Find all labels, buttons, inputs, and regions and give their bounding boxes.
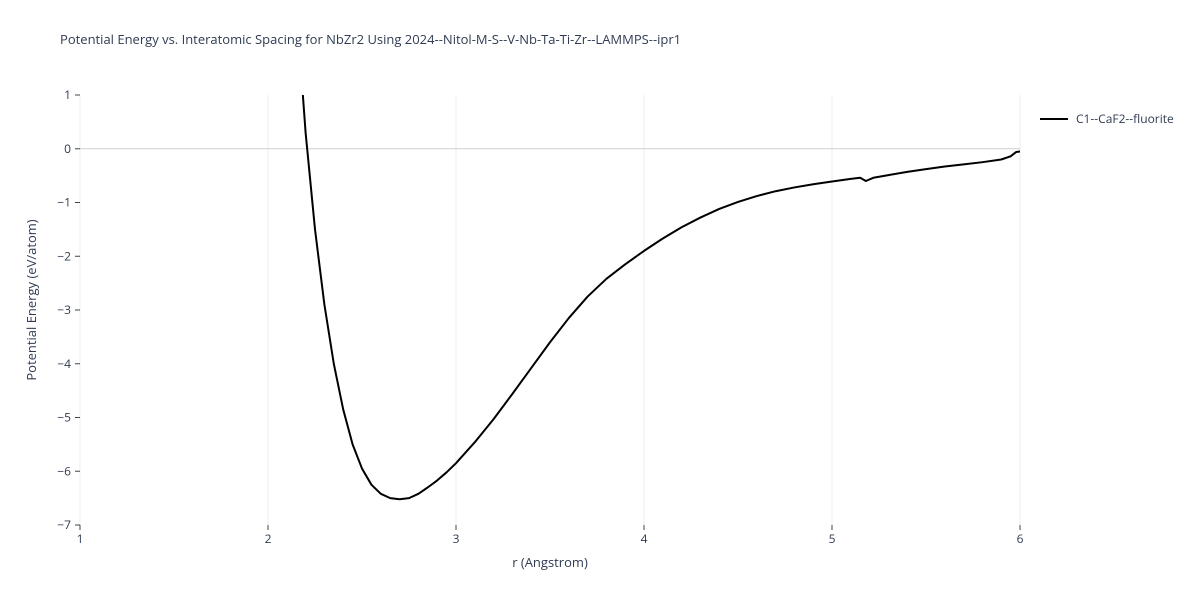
- chart-title: Potential Energy vs. Interatomic Spacing…: [60, 30, 681, 48]
- svg-text:6: 6: [1017, 530, 1024, 547]
- svg-text:5: 5: [829, 530, 836, 547]
- plot-area[interactable]: 1 2 3 4 5 6 −7 −6 −5 −4 −3 −2 −1 0 1: [30, 85, 1030, 555]
- svg-text:4: 4: [641, 530, 648, 547]
- series-line: [277, 85, 1020, 499]
- x-axis-label: r (Angstrom): [500, 553, 600, 571]
- svg-text:−1: −1: [57, 194, 71, 211]
- svg-text:2: 2: [265, 530, 272, 547]
- svg-text:1: 1: [77, 530, 84, 547]
- svg-text:−3: −3: [57, 301, 71, 318]
- chart-container: Potential Energy vs. Interatomic Spacing…: [0, 0, 1200, 600]
- legend-label: C1--CaF2--fluorite: [1076, 110, 1174, 127]
- svg-text:3: 3: [453, 530, 460, 547]
- y-ticks: −7 −6 −5 −4 −3 −2 −1 0 1: [57, 86, 80, 533]
- svg-text:−4: −4: [57, 355, 71, 372]
- svg-text:0: 0: [64, 140, 71, 157]
- svg-text:−6: −6: [57, 462, 71, 479]
- svg-text:1: 1: [64, 86, 71, 103]
- legend-swatch-line: [1040, 112, 1068, 126]
- x-ticks: 1 2 3 4 5 6: [77, 525, 1024, 547]
- svg-text:−7: −7: [57, 516, 71, 533]
- svg-text:−2: −2: [57, 247, 71, 264]
- svg-text:−5: −5: [57, 409, 71, 426]
- legend[interactable]: C1--CaF2--fluorite: [1040, 110, 1174, 127]
- gridlines: [80, 95, 1020, 525]
